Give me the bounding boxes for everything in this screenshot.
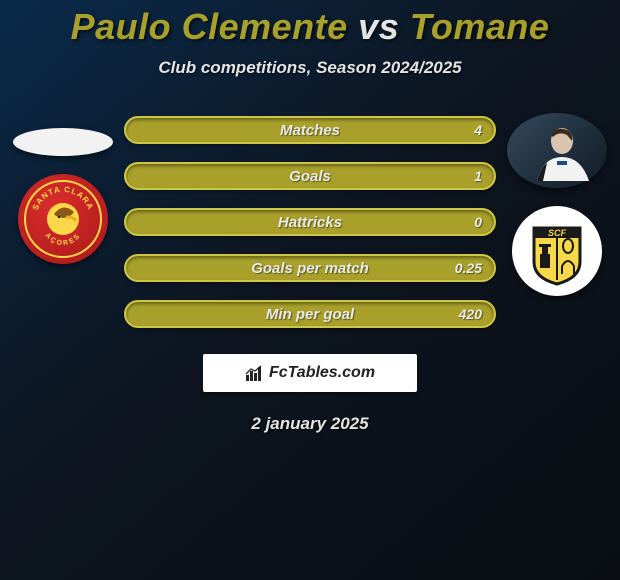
- player1-club-crest: SANTA CLARA AÇORES: [18, 174, 108, 264]
- stat-row: Goals 1: [124, 162, 496, 190]
- stat-label: Matches: [280, 122, 340, 139]
- stat-value-right: 1: [474, 168, 482, 184]
- stat-label: Min per goal: [266, 306, 354, 323]
- comparison-area: SANTA CLARA AÇORES Matches 4 Goals 1 Hattric…: [0, 118, 620, 328]
- stat-bars: Matches 4 Goals 1 Hattricks 0 Goals per match 0…: [118, 116, 502, 328]
- left-column: SANTA CLARA AÇORES: [8, 128, 118, 264]
- watermark-text: FcTables.com: [269, 364, 375, 382]
- stat-label: Goals: [289, 168, 331, 185]
- stat-value-right: 420: [459, 306, 482, 322]
- title-player2: Tomane: [410, 6, 550, 47]
- stat-value-right: 4: [474, 122, 482, 138]
- watermark: FcTables.com: [203, 354, 417, 392]
- bar-chart-icon: [245, 364, 265, 382]
- stat-label: Goals per match: [251, 260, 369, 277]
- scf-crest-icon: SCF: [526, 216, 588, 286]
- stat-value-right: 0: [474, 214, 482, 230]
- stat-label: Hattricks: [278, 214, 342, 231]
- title-player1: Paulo Clemente: [71, 6, 348, 47]
- subtitle: Club competitions, Season 2024/2025: [0, 58, 620, 78]
- page-title: Paulo Clemente vs Tomane: [0, 0, 620, 48]
- stat-row: Min per goal 420: [124, 300, 496, 328]
- stat-value-right: 0.25: [455, 260, 482, 276]
- stat-row: Goals per match 0.25: [124, 254, 496, 282]
- title-vs: vs: [358, 6, 399, 47]
- right-column: SCF: [502, 113, 612, 296]
- player2-club-crest: SCF: [512, 206, 602, 296]
- svg-text:SCF: SCF: [548, 228, 567, 238]
- player2-photo: [507, 113, 607, 188]
- stat-row: Hattricks 0: [124, 208, 496, 236]
- date-text: 2 january 2025: [0, 414, 620, 434]
- player1-photo-placeholder: [13, 128, 113, 156]
- player2-silhouette-icon: [517, 121, 597, 181]
- stat-row: Matches 4: [124, 116, 496, 144]
